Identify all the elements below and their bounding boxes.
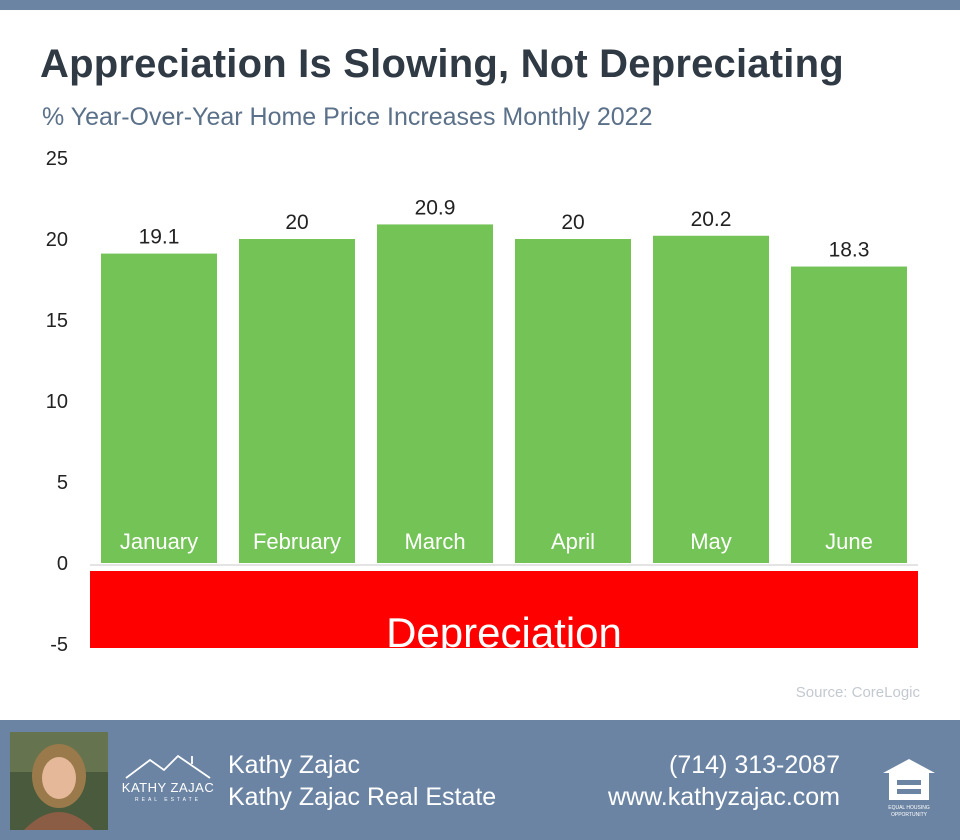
bar-value-label: 20	[285, 211, 308, 234]
equal-housing-logo: EQUAL HOUSING OPPORTUNITY	[880, 756, 938, 820]
y-tick-label: 25	[46, 148, 68, 170]
category-label: February	[253, 529, 341, 554]
logo-subtext: REAL ESTATE	[135, 797, 201, 803]
category-label: June	[825, 529, 873, 554]
bar	[101, 253, 217, 563]
chart-subtitle: % Year-Over-Year Home Price Increases Mo…	[42, 103, 653, 131]
footer-banner: KATHY ZAJAC REAL ESTATE Kathy Zajac Kath…	[0, 720, 960, 840]
y-tick-label: 0	[57, 553, 68, 575]
bar-value-label: 20.2	[691, 208, 732, 231]
bar	[377, 224, 493, 564]
depreciation-region	[90, 571, 918, 648]
agent-company: Kathy Zajac Real Estate	[228, 783, 497, 811]
logo-text: KATHY ZAJAC	[121, 780, 215, 795]
top-accent-bar	[0, 0, 960, 10]
depreciation-label: Depreciation	[386, 609, 622, 656]
agent-website-link[interactable]: www.kathyzajac.com	[607, 783, 840, 811]
bar-value-label: 20.9	[415, 196, 456, 219]
category-label: May	[690, 529, 732, 554]
equal-housing-label: EQUAL HOUSING	[888, 805, 930, 811]
y-tick-label: 5	[57, 472, 68, 494]
y-tick-label: 20	[46, 229, 68, 251]
bar-value-label: 20	[561, 211, 584, 234]
y-tick-label: 15	[46, 310, 68, 332]
bar	[653, 235, 769, 563]
category-label: April	[551, 529, 595, 554]
bar	[515, 239, 631, 563]
bar	[239, 239, 355, 563]
category-label: March	[404, 529, 465, 554]
y-tick-label: 10	[46, 391, 68, 413]
agent-name: Kathy Zajac	[228, 751, 361, 779]
house-roof-icon	[125, 754, 211, 779]
equal-housing-icon: EQUAL HOUSING OPPORTUNITY	[883, 759, 935, 818]
agent-phone[interactable]: (714) 313-2087	[669, 751, 840, 779]
equal-housing-label-2: OPPORTUNITY	[891, 812, 928, 818]
category-label: January	[120, 529, 198, 554]
source-note: Source: CoreLogic	[795, 684, 920, 701]
bar	[791, 266, 907, 563]
bar-value-label: 19.1	[139, 226, 180, 249]
bar-chart: Depreciation 25 20 15 10 5 0 -5 19.1 January 20 Feb…	[46, 148, 918, 656]
company-logo: KATHY ZAJAC REAL ESTATE	[120, 750, 216, 818]
agent-photo	[10, 732, 108, 830]
agent-portrait-icon	[10, 732, 108, 830]
bar-value-label: 18.3	[829, 239, 870, 262]
y-tick-label: -5	[50, 634, 68, 656]
chart-title: Appreciation Is Slowing, Not Depreciatin…	[40, 42, 844, 86]
